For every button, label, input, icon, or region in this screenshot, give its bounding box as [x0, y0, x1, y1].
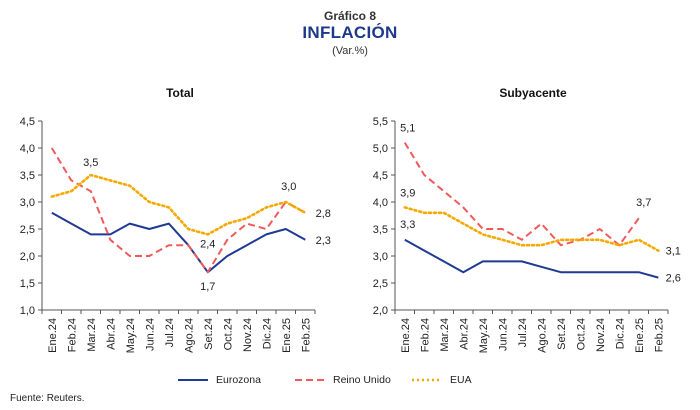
series-line-eua — [403, 206, 660, 252]
y-tick-label: 4,0 — [373, 197, 388, 209]
x-tick-label: Mar.24 — [439, 318, 451, 352]
legend-item-eurozona: Eurozona — [178, 372, 261, 388]
x-tick-label: Ago.24 — [536, 318, 548, 353]
panel-title: Total — [166, 86, 194, 100]
y-tick-label: 3,0 — [20, 197, 35, 209]
data-label: 2,3 — [316, 235, 331, 247]
x-tick-label: Jul.24 — [517, 318, 529, 347]
figure-label: Gráfico 8 — [323, 9, 377, 23]
data-label: 5,1 — [400, 123, 415, 135]
data-label: 3,1 — [666, 246, 681, 258]
series-line-reino-unido — [403, 142, 640, 247]
series-line-eua — [50, 173, 307, 236]
y-tick-label: 2,0 — [373, 305, 388, 317]
x-tick-label: Ago.24 — [183, 318, 195, 353]
x-tick-label: Dic.24 — [614, 318, 626, 349]
series-line-reino-unido — [50, 147, 306, 274]
chart-subyacente: Subyacente 2,0 2,5 3,0 3,5 4,0 4,5 5,0 5,5 Ene.24… — [373, 86, 681, 353]
series-line-eurozona — [51, 211, 306, 274]
x-tick-label: Set.24 — [203, 318, 215, 350]
x-tick-label: Abr.24 — [105, 318, 117, 350]
data-label: 2,4 — [200, 238, 215, 250]
charts-canvas: Total 1,0 1,5 2,0 2,5 3,0 3,5 4,0 4,5 Ene.24 Feb.2… — [20, 86, 681, 353]
x-tick-label: Ene.24 — [47, 318, 59, 353]
data-label: 3,3 — [400, 219, 415, 231]
x-tick-label: Abr.24 — [458, 318, 470, 350]
x-tick-label: Jun.24 — [497, 318, 509, 351]
data-label: 1,7 — [200, 281, 215, 293]
legend-label-reino-unido: Reino Unido — [333, 374, 391, 386]
y-tick-label: 1,5 — [20, 278, 35, 290]
y-tick-label: 3,5 — [20, 170, 35, 182]
x-tick-label: Feb.24 — [66, 318, 78, 352]
x-tick-label: Mar.24 — [86, 318, 98, 352]
y-tick-label: 3,5 — [373, 224, 388, 236]
legend-swatch-eurozona — [178, 379, 208, 381]
y-tick-label: 4,5 — [20, 116, 35, 128]
legend-label-eua: EUA — [450, 374, 472, 386]
series-line-eurozona — [404, 238, 659, 279]
y-tick-label: 2,5 — [20, 224, 35, 236]
legend-swatch-eua — [412, 378, 442, 382]
x-tick-label: Oct.24 — [575, 318, 587, 350]
x-tick-label: Jun.24 — [144, 318, 156, 351]
x-tick-label: Ene.25 — [634, 318, 646, 353]
chart-total: Total 1,0 1,5 2,0 2,5 3,0 3,5 4,0 4,5 Ene.24 Feb.2… — [20, 86, 331, 353]
data-label: 3,5 — [83, 157, 98, 169]
legend-item-eua: EUA — [412, 372, 472, 388]
y-tick-label: 1,0 — [20, 305, 35, 317]
data-label: 3,9 — [400, 187, 415, 199]
y-tick-label: 4,5 — [373, 170, 388, 182]
x-tick-label: May.24 — [478, 318, 490, 353]
x-tick-label: Jul.24 — [164, 318, 176, 347]
legend-item-reino-unido: Reino Unido — [295, 372, 391, 388]
y-tick-label: 2,5 — [373, 278, 388, 290]
data-label: 3,0 — [281, 181, 296, 193]
panel-title: Subyacente — [499, 86, 567, 100]
y-tick-label: 3,0 — [373, 251, 388, 263]
x-tick-label: Ene.24 — [400, 318, 412, 353]
figure-title: INFLACIÓN — [302, 23, 398, 42]
y-tick-label: 2,0 — [20, 251, 35, 263]
y-tick-label: 4,0 — [20, 143, 35, 155]
x-tick-label: Dic.24 — [261, 318, 273, 349]
x-tick-label: Feb.24 — [419, 318, 431, 352]
figure-subtitle: (Var.%) — [332, 45, 368, 57]
legend-swatch-reino-unido — [295, 379, 325, 381]
x-tick-label: Feb.25 — [300, 318, 312, 352]
legend-label-eurozona: Eurozona — [216, 374, 261, 386]
y-tick-label: 5,5 — [373, 116, 388, 128]
data-label: 2,6 — [666, 273, 681, 285]
y-tick-label: 5,0 — [373, 143, 388, 155]
x-tick-label: Ene.25 — [281, 318, 293, 353]
x-tick-label: Set.24 — [556, 318, 568, 350]
data-label: 3,7 — [636, 197, 651, 209]
x-tick-label: May.24 — [125, 318, 137, 353]
legend: Eurozona Reino Unido EUA — [0, 372, 700, 388]
x-tick-label: Feb.25 — [653, 318, 665, 352]
x-tick-label: Nov.24 — [242, 318, 254, 352]
source-note: Fuente: Reuters. — [10, 393, 85, 404]
data-label: 2,8 — [316, 208, 331, 220]
x-tick-label: Oct.24 — [222, 318, 234, 350]
x-tick-label: Nov.24 — [595, 318, 607, 352]
